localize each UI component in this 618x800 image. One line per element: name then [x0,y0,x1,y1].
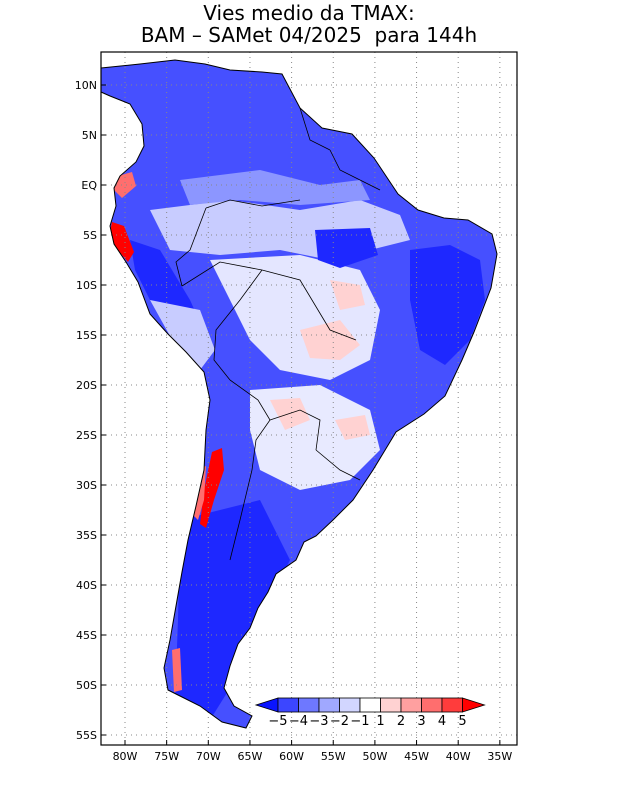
region-north-cold [315,228,378,268]
grid-lines [101,52,517,745]
colorbar-label: −1 [350,714,369,729]
plot-frame [100,51,518,746]
lat-tick-label: 50S [76,679,97,692]
longitude-labels: 80W 75W 70W 65W 60W 55W 50W 45W 40W 35W [113,740,512,763]
colorbar-swatch [441,697,463,713]
colorbar-label: −2 [330,714,349,729]
lat-tick-label: 35S [76,529,97,542]
colorbar-swatch [421,697,443,713]
map-title: Vies medio da TMAX: BAM – SAMet 04/2025 … [0,2,618,46]
lon-tick-label: 50W [362,750,387,763]
lon-tick-label: 55W [321,750,346,763]
lat-tick-label: 15S [76,329,97,342]
colorbar-swatch [298,697,320,713]
colorbar-label: −4 [289,714,308,729]
title-line-2: BAM – SAMet 04/2025 para 144h [140,23,478,47]
colorbar-swatch [318,697,340,713]
region-chile-south-warm [172,648,182,692]
region-ecuador-warm [114,172,136,198]
region-central-warm [300,320,360,360]
lon-tick-label: 80W [113,750,138,763]
colorbar-label: 3 [417,714,425,729]
colorbar: −5 −4 −3 −2 −1 1 2 3 4 5 [254,697,486,729]
region-amazon-moderate [180,170,370,205]
lon-tick-label: 45W [404,750,429,763]
colorbar-label: −3 [309,714,328,729]
lat-tick-label: 55S [76,729,97,742]
colorbar-label: 2 [397,714,405,729]
colorbar-swatch [359,697,381,713]
region-south-warm [270,398,310,430]
region-south-warm-2 [335,415,370,440]
region-patagonia-cold [175,500,290,720]
lat-tick-label: 30S [76,479,97,492]
region-central-warm-2 [330,280,365,310]
lat-tick-label: 10S [76,279,97,292]
colorbar-arrow-right [462,697,486,713]
lat-tick-label: 5N [82,129,97,142]
colorbar-swatch [339,697,361,713]
lat-tick-label: 5S [83,229,97,242]
lat-tick-label: 25S [76,429,97,442]
latitude-labels: 10N 5N EQ 5S 10S 15S 20S 25S 30S 35S 40S 45S 50S 55S [75,79,106,742]
lon-tick-label: 35W [487,750,512,763]
colorbar-swatch [277,697,299,713]
lon-tick-label: 75W [154,750,179,763]
region-chile-warm [200,448,224,528]
colorbar-label: 1 [376,714,384,729]
colorbar-label: −5 [268,714,287,729]
colorbar-label: 5 [458,714,466,729]
lon-tick-label: 40W [446,750,471,763]
colorbar-swatch [380,697,402,713]
lon-tick-label: 60W [279,750,304,763]
title-line-1: Vies medio da TMAX: [203,1,415,25]
lon-tick-label: 65W [238,750,263,763]
lat-tick-label: 45S [76,629,97,642]
lat-tick-label: 20S [76,379,97,392]
lat-tick-label: 10N [75,79,97,92]
colorbar-swatch [400,697,422,713]
lon-tick-label: 70W [196,750,221,763]
lat-tick-label: 40S [76,579,97,592]
colorbar-label: 4 [438,714,446,729]
country-borders [175,107,381,561]
region-peru-coast-warm [110,222,134,262]
lat-tick-label: EQ [81,179,97,192]
